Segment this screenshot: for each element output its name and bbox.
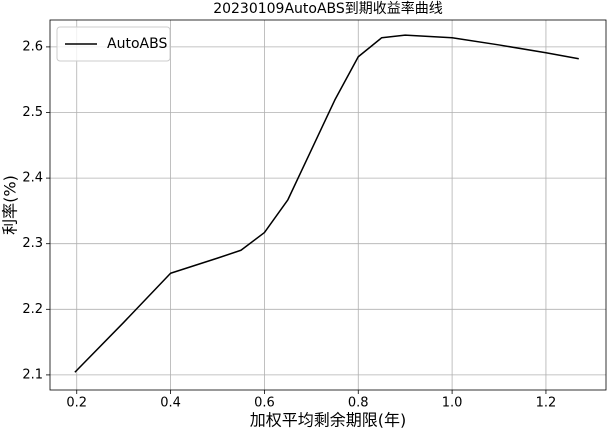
y-tick-label: 2.2 [22,302,43,317]
x-tick-label: 0.8 [348,396,369,411]
y-tick-label: 2.4 [22,171,43,186]
x-tick-label: 0.4 [160,396,181,411]
chart-title: 20230109AutoABS到期收益率曲线 [213,0,443,17]
legend-box [56,26,171,62]
x-tick-label: 0.2 [66,396,87,411]
y-tick-label: 2.6 [22,39,43,54]
line-series [74,34,579,373]
y-tick-label: 2.3 [22,236,43,251]
legend-label: AutoABS [107,36,167,52]
x-tick-label: 1.2 [536,396,557,411]
x-tick-label: 1.0 [442,396,463,411]
y-tick-label: 2.1 [22,367,43,382]
x-tick-label: 0.6 [254,396,275,411]
y-tick-label: 2.5 [22,105,43,120]
y-axis-label: 利率(%) [1,175,20,235]
x-axis-label: 加权平均剩余期限(年) [250,411,407,430]
plot-frame [49,19,607,391]
